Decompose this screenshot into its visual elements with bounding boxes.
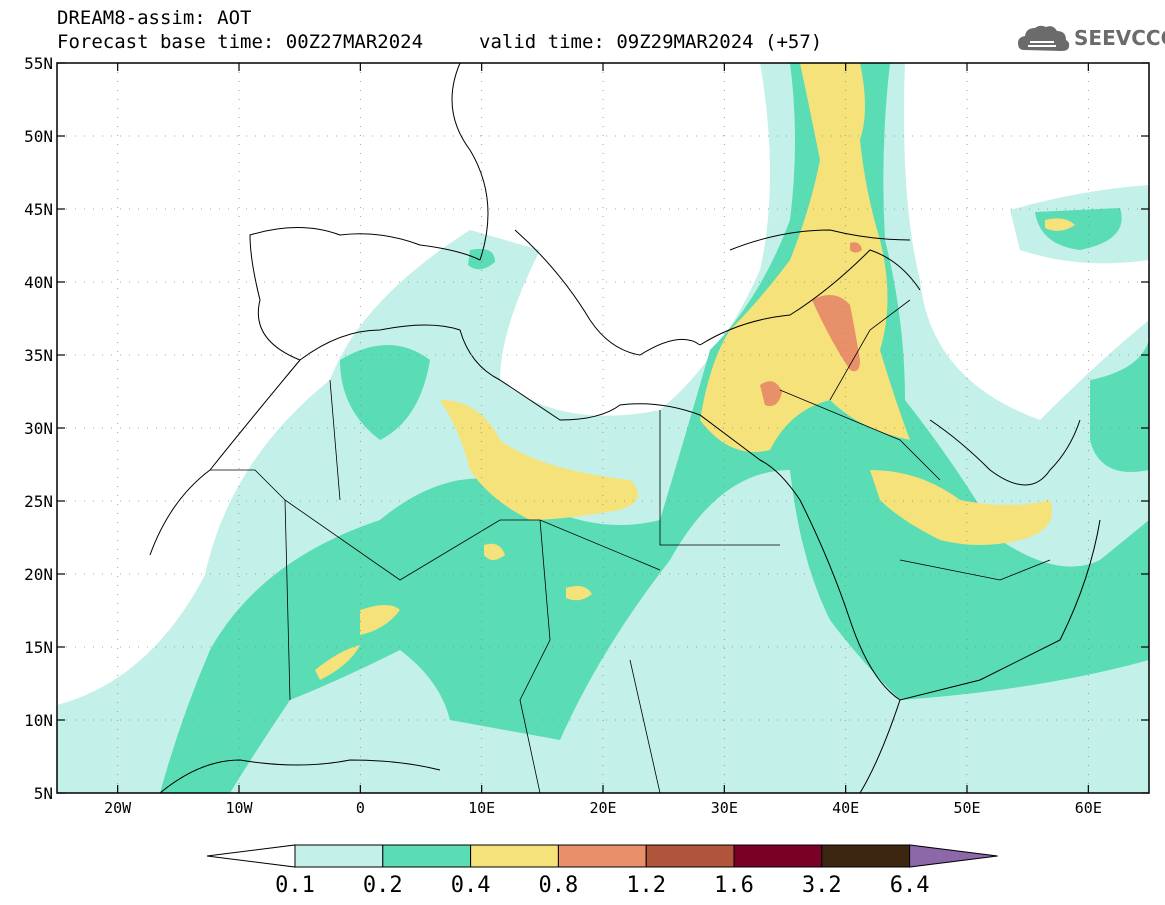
colorbar-box [821, 844, 911, 868]
lat-labels: 55N 50N 45N 40N 35N 30N 25N 20N 15N 10N 5N [24, 54, 53, 803]
lat-label: 40N [24, 273, 53, 292]
colorbar-label: 0.2 [363, 873, 403, 898]
graticule [57, 63, 1149, 793]
logo-text: SEEVCCC [1074, 26, 1165, 50]
colorbar-label: 0.8 [539, 873, 579, 898]
product-title: DREAM8-assim: AOT [57, 7, 252, 29]
country-borders [210, 299, 1051, 793]
lat-label: 45N [24, 200, 53, 219]
lon-label: 30E [711, 799, 738, 817]
lon-labels: 20W 10W 0 10E 20E 30E 40E 50E 60E [104, 799, 1102, 817]
lon-label: 10E [468, 799, 495, 817]
lat-label: 30N [24, 419, 53, 438]
lon-label: 20E [589, 799, 616, 817]
lat-label: 25N [24, 492, 53, 511]
colorbar-lower-arrow [206, 844, 296, 868]
lat-label: 10N [24, 711, 53, 730]
aot-level-0-8 [760, 242, 862, 407]
lat-label: 35N [24, 346, 53, 365]
lon-label: 60E [1075, 799, 1102, 817]
aot-field [57, 63, 1149, 793]
colorbar-box [557, 844, 647, 868]
valid-time: valid time: 09Z29MAR2024 (+57) [479, 31, 823, 53]
colorbar-box [294, 844, 384, 868]
lon-label: 20W [104, 799, 132, 817]
colorbar-label: 6.4 [890, 873, 930, 898]
lat-label: 55N [24, 54, 53, 73]
colorbar-box [645, 844, 735, 868]
colorbar-label: 1.2 [626, 873, 666, 898]
lat-label: 20N [24, 565, 53, 584]
lat-label: 5N [34, 784, 53, 803]
lon-label: 0 [356, 799, 365, 817]
colorbar-label: 1.6 [714, 873, 754, 898]
lat-label: 15N [24, 638, 53, 657]
lon-label: 10W [225, 799, 253, 817]
cloud-icon [1018, 25, 1070, 51]
colorbar-label: 0.4 [451, 873, 491, 898]
colorbar-box [382, 844, 472, 868]
lon-label: 40E [832, 799, 859, 817]
colorbar-label: 0.1 [275, 873, 315, 898]
aot-level-0-2 [160, 63, 1149, 793]
base-time: Forecast base time: 00Z27MAR2024 [57, 31, 424, 53]
seevccc-logo: SEEVCCC [1016, 22, 1165, 56]
axis-ticks [57, 62, 1149, 794]
colorbar-label: 3.2 [802, 873, 842, 898]
colorbar-box [733, 844, 823, 868]
colorbar-labels: 0.1 0.2 0.4 0.8 1.2 1.6 3.2 6.4 [275, 873, 929, 898]
lat-label: 50N [24, 127, 53, 146]
lon-label: 50E [953, 799, 980, 817]
map-title: DREAM8-assim: AOT Forecast base time: 00Z… [57, 6, 822, 54]
colorbar-upper-arrow [909, 844, 998, 868]
colorbar-box [470, 844, 559, 868]
coastlines [149, 63, 1101, 793]
colorbar [206, 844, 998, 868]
